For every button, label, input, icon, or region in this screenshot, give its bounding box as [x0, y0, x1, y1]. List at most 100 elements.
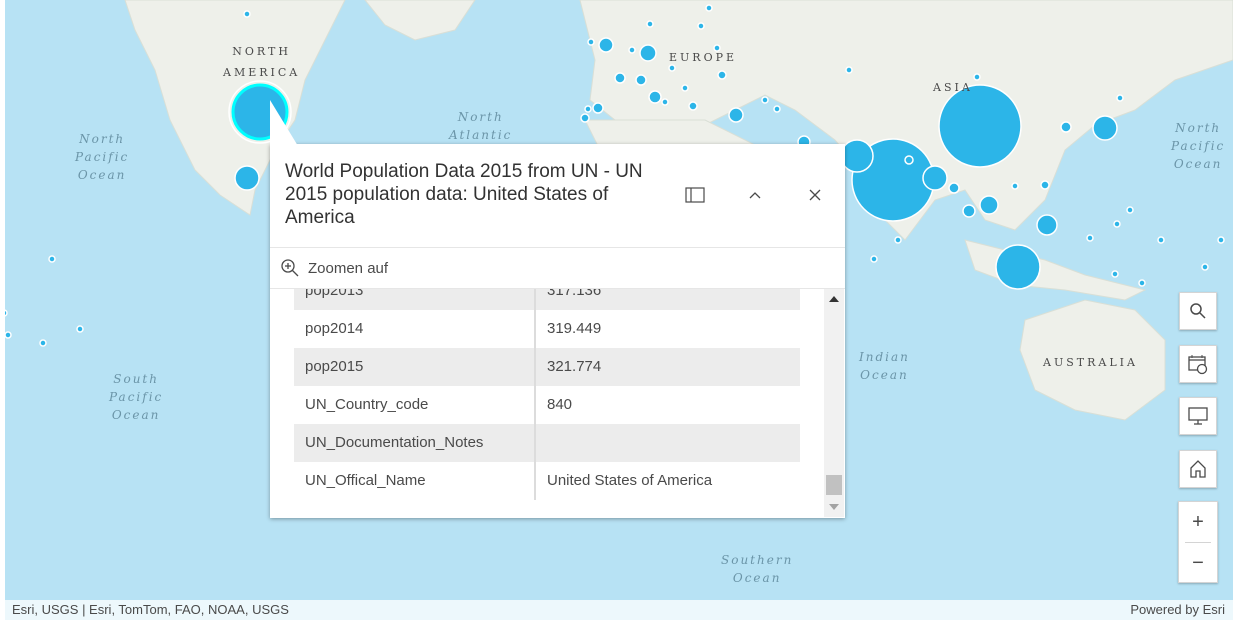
dock-icon: [685, 187, 705, 203]
field-value: United States of America: [547, 472, 713, 489]
marker-malaysia: [1040, 180, 1050, 190]
marker-philippines: [1036, 214, 1058, 236]
basemap-gallery-icon: [1188, 355, 1208, 375]
land-australia: [1019, 299, 1166, 421]
marker-a18: [1011, 182, 1019, 190]
field-name: UN_Offical_Name: [294, 462, 536, 500]
marker-a15: [1086, 234, 1094, 242]
marker-vietnam: [979, 195, 999, 215]
marker-bangladesh: [922, 165, 948, 191]
table-row: pop2013 317.136: [294, 289, 800, 310]
marker-a8: [587, 38, 595, 46]
ocean-label-southern: Southern Ocean: [721, 553, 794, 585]
continent-label-asia: ASIA: [933, 81, 973, 94]
marker-a9: [705, 4, 713, 12]
feature-popup: World Population Data 2015 from UN - UN …: [270, 100, 845, 518]
zoom-out-button[interactable]: −: [1192, 551, 1204, 574]
ocean-label-north-pacific-west: North Pacific Ocean: [75, 132, 130, 182]
marker-france: [592, 102, 604, 114]
fullscreen-button[interactable]: [1179, 397, 1217, 435]
marker-a1: [628, 46, 636, 54]
scroll-down-button[interactable]: [824, 499, 844, 515]
ocean-label-north-pacific-east: North Pacific Ocean: [1171, 121, 1226, 171]
popup-actions: Zoomen auf: [270, 247, 845, 289]
triangle-up-icon: [829, 296, 839, 302]
attribution-bar: Esri, USGS | Esri, TomTom, FAO, NOAA, US…: [5, 600, 1233, 620]
marker-a19: [1138, 279, 1146, 287]
marker-korea: [1060, 121, 1072, 133]
marker-iran: [728, 107, 744, 123]
marker-russia: [639, 44, 657, 62]
marker-a24: [5, 309, 8, 317]
table-row: UN_Offical_Name United States of America: [294, 462, 800, 500]
field-value: 840: [547, 396, 573, 413]
marker-a26: [243, 10, 251, 18]
marker-pakistan: [840, 139, 874, 173]
close-icon: [809, 189, 821, 201]
popup-scrollbar[interactable]: [824, 289, 844, 517]
table-row: pop2015 321.774: [294, 348, 800, 386]
marker-a17: [894, 236, 902, 244]
marker-china-inner: [904, 155, 914, 165]
popup-title: World Population Data 2015 from UN - UN …: [285, 161, 643, 228]
land-indonesia: [964, 239, 1147, 301]
marker-a23: [39, 339, 47, 347]
marker-spain: [580, 113, 590, 123]
marker-uk: [614, 72, 626, 84]
marker-a27: [845, 66, 853, 74]
marker-a29: [646, 20, 654, 28]
marker-a13: [1157, 236, 1165, 244]
zoom-to-icon: [281, 259, 299, 277]
marker-a28: [973, 73, 981, 81]
marker-a12: [1217, 236, 1225, 244]
marker-a5: [697, 22, 705, 30]
field-name: pop2015: [294, 348, 536, 386]
ocean-label-indian: Indian Ocean: [859, 350, 910, 382]
chevron-up-icon: [749, 192, 761, 199]
field-value: [536, 424, 547, 462]
marker-a14: [1201, 263, 1209, 271]
close-button[interactable]: [804, 184, 826, 206]
field-name: UN_Documentation_Notes: [294, 424, 536, 462]
table-row: pop2014 319.449: [294, 310, 800, 348]
marker-indonesia: [995, 244, 1041, 290]
continent-label-australia: AUSTRALIA: [1043, 356, 1138, 369]
collapse-button[interactable]: [744, 184, 766, 206]
marker-a30: [584, 105, 592, 113]
field-value: 317.136: [547, 289, 602, 299]
basemap-gallery-button[interactable]: [1179, 345, 1217, 383]
marker-a11: [1126, 206, 1134, 214]
triangle-down-icon: [829, 504, 839, 510]
home-button[interactable]: [1179, 450, 1217, 488]
scrollbar-thumb[interactable]: [826, 475, 842, 495]
marker-thailand: [962, 204, 976, 218]
marker-a20: [1111, 270, 1119, 278]
marker-a2: [668, 64, 676, 72]
marker-a4: [661, 98, 669, 106]
powered-by-esri[interactable]: Powered by Esri: [1130, 602, 1225, 617]
table-row: UN_Documentation_Notes: [294, 424, 800, 462]
dock-button[interactable]: [684, 184, 706, 206]
table-row: UN_Country_code 840: [294, 386, 800, 424]
ocean-label-south-pacific: South Pacific Ocean: [109, 372, 164, 422]
attribution-sources[interactable]: Esri, USGS | Esri, TomTom, FAO, NOAA, US…: [12, 602, 289, 617]
marker-a21: [48, 255, 56, 263]
scroll-up-button[interactable]: [824, 291, 844, 307]
marker-japan: [1092, 115, 1118, 141]
marker-china: [938, 84, 1022, 168]
marker-mexico: [234, 165, 260, 191]
search-button[interactable]: [1179, 292, 1217, 330]
marker-poland: [717, 70, 727, 80]
continent-label-europe: EUROPE: [669, 51, 738, 64]
zoom-to-action[interactable]: Zoomen auf: [280, 258, 388, 278]
attribute-table: pop2013 317.136 pop2014 319.449 pop2015 …: [294, 289, 824, 501]
zoom-divider: [1185, 542, 1211, 543]
marker-a6: [713, 44, 721, 52]
marker-germany: [598, 37, 614, 53]
field-name: UN_Country_code: [294, 386, 536, 424]
marker-a16: [870, 255, 878, 263]
field-name: pop2013: [294, 289, 536, 310]
ocean-label-north-atlantic: North Atlantic: [449, 110, 513, 142]
continent-label-north-america: NORTH AMERICA: [223, 45, 301, 79]
zoom-in-button[interactable]: +: [1192, 510, 1204, 533]
